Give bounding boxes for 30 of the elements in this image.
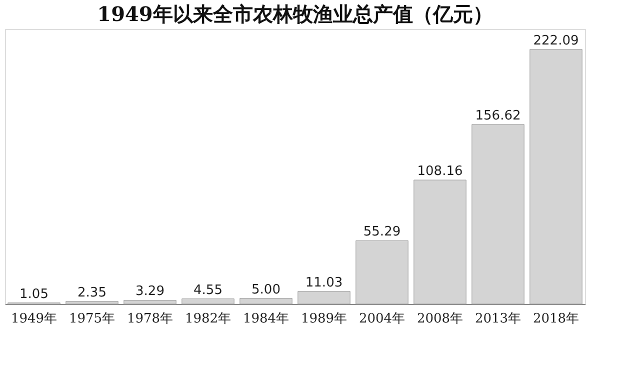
x-tick-label: 1975年 — [68, 312, 116, 326]
bar — [472, 124, 524, 304]
data-label: 5.00 — [252, 282, 280, 298]
x-tick-label: 1984年 — [242, 312, 290, 326]
x-tick-label: 1989年 — [300, 312, 348, 326]
data-label: 222.09 — [533, 33, 579, 48]
bar — [530, 49, 582, 304]
data-label: 55.29 — [363, 224, 401, 240]
x-tick-label: 1978年 — [126, 312, 174, 326]
data-label: 156.62 — [475, 108, 521, 124]
bar — [182, 298, 234, 304]
data-label: 4.55 — [194, 282, 222, 298]
data-label: 108.16 — [417, 164, 463, 179]
bar — [356, 240, 408, 304]
data-label: 1.05 — [20, 286, 48, 302]
x-tick-label: 2008年 — [416, 312, 464, 326]
data-label: 2.35 — [78, 285, 106, 300]
bar — [66, 301, 118, 304]
x-tick-label: 2013年 — [474, 312, 522, 326]
bar — [240, 298, 292, 304]
chart-title: 1949年以来全市农林牧渔业总产值（亿元） — [97, 2, 493, 26]
bar — [414, 180, 466, 304]
x-tick-label: 1982年 — [184, 312, 232, 326]
x-tick-label: 2018年 — [532, 312, 580, 326]
bar — [298, 291, 350, 304]
bar — [124, 300, 176, 304]
data-label: 11.03 — [305, 275, 343, 290]
data-label: 3.29 — [136, 284, 164, 300]
x-tick-label: 1949年 — [10, 312, 58, 326]
x-tick-label: 2004年 — [358, 312, 406, 326]
